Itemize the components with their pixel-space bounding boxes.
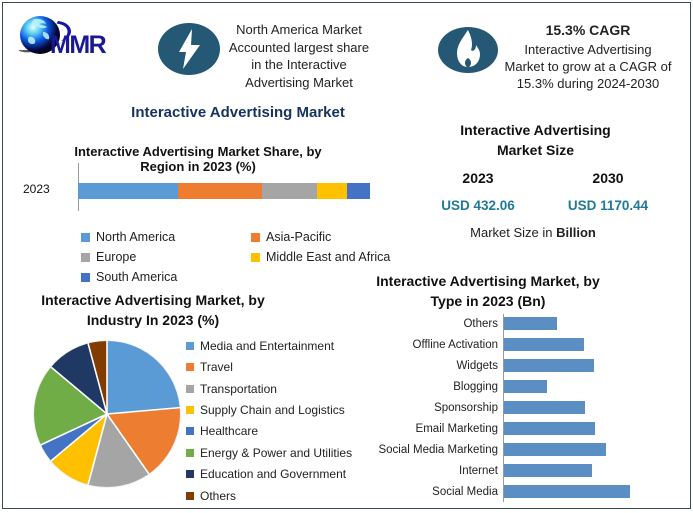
svg-text:MMR: MMR	[50, 31, 107, 59]
